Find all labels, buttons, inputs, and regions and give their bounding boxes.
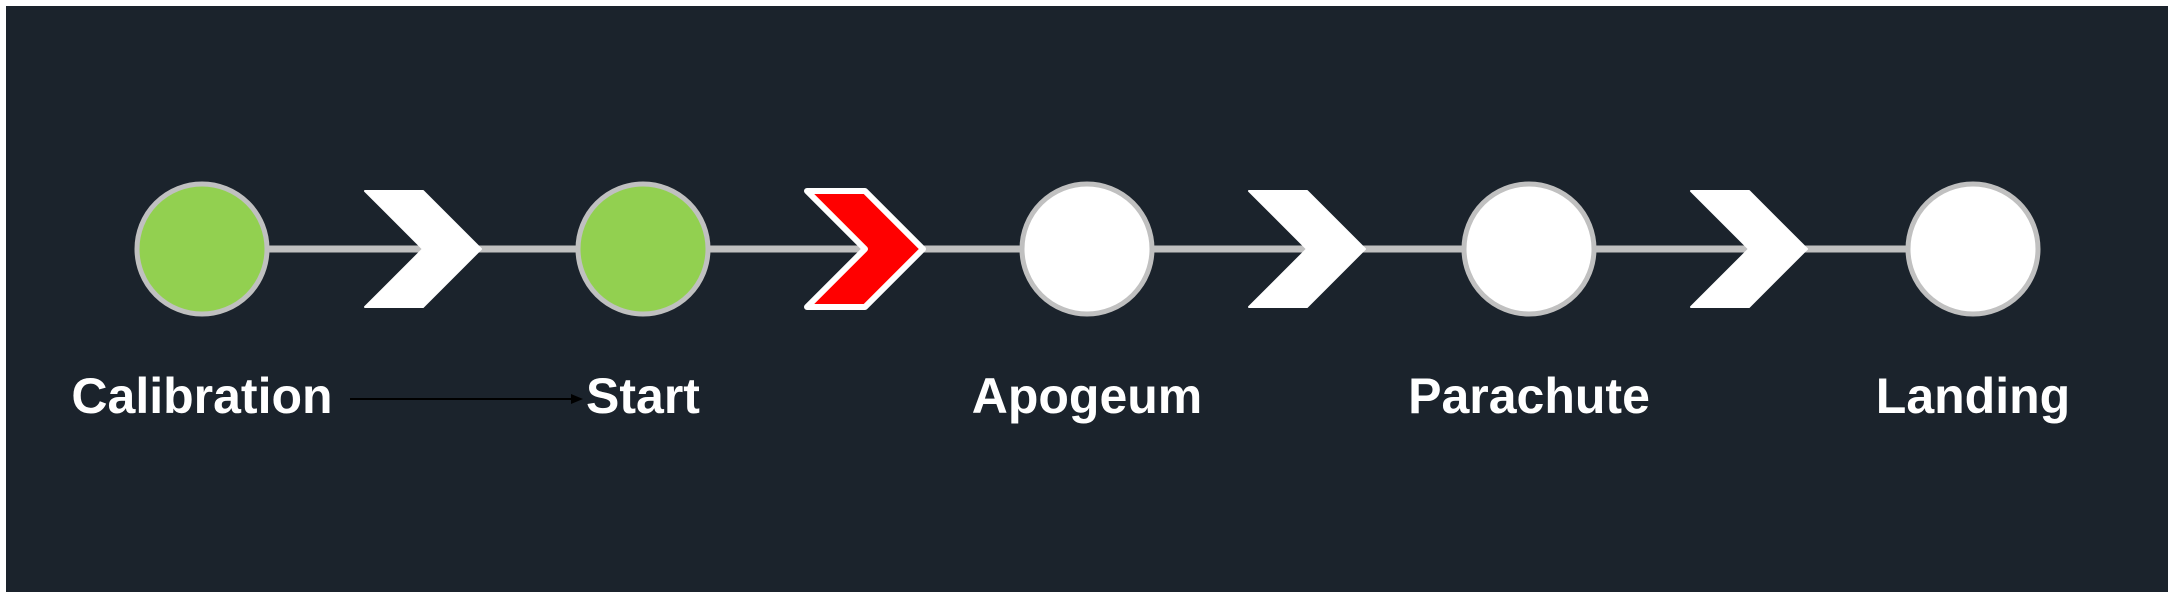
stage-node-landing [1905, 181, 2041, 317]
chevron-calibration-to-start-icon [364, 190, 482, 308]
stage-node-parachute [1461, 181, 1597, 317]
calibration-start-connector [350, 394, 583, 404]
stage-node-calibration [134, 181, 270, 317]
stage-node-start [575, 181, 711, 317]
chevron-apogeum-to-parachute-icon [1248, 190, 1366, 308]
chevron-start-to-apogeum-icon [804, 188, 926, 310]
transition-chevrons [364, 188, 1808, 310]
stage-label-calibration: Calibration [71, 368, 332, 424]
stage-node-apogeum [1019, 181, 1155, 317]
stage-label-landing: Landing [1876, 368, 2070, 424]
stage-labels: Calibration Start Apogeum Parachute Landing [71, 368, 2070, 424]
thin-arrow-icon [571, 394, 583, 404]
stage-label-start: Start [586, 368, 700, 424]
stage-label-apogeum: Apogeum [972, 368, 1203, 424]
stage-nodes [134, 181, 2041, 317]
stage-label-parachute: Parachute [1408, 368, 1650, 424]
chevron-parachute-to-landing-icon [1690, 190, 1808, 308]
